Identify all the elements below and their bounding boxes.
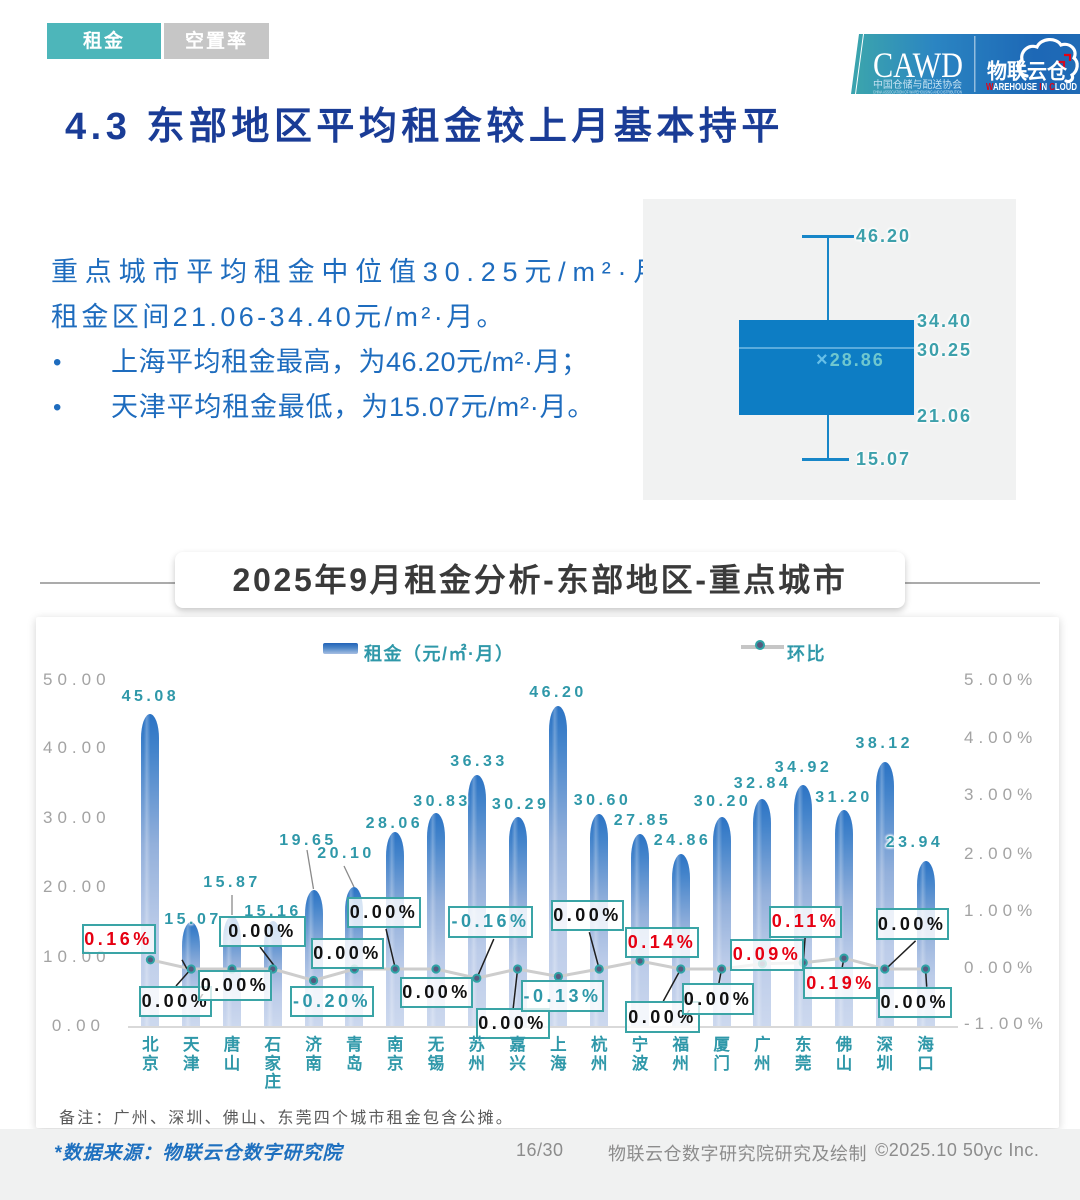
svg-text:物联云仓: 物联云仓 bbox=[987, 60, 1068, 84]
svg-text:CAWD: CAWD bbox=[873, 45, 963, 85]
svg-text:CHINA ASSOCIATION OF WAREHOUSI: CHINA ASSOCIATION OF WAREHOUSING AND DIS… bbox=[873, 90, 962, 95]
svg-text:WAREHOUSE IN CLOUD: WAREHOUSE IN CLOUD bbox=[986, 81, 1077, 93]
svg-text:中国仓储与配送协会: 中国仓储与配送协会 bbox=[873, 78, 962, 91]
